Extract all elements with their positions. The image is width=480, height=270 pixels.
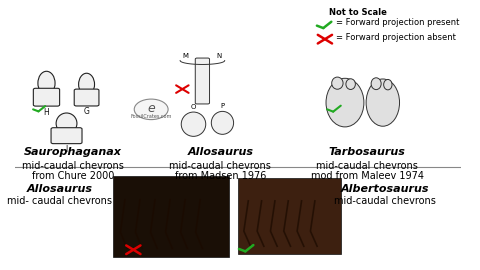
Text: mid-caudal chevrons: mid-caudal chevrons bbox=[334, 196, 436, 206]
Text: Allosaurus: Allosaurus bbox=[27, 184, 93, 194]
Text: mid- caudal chevrons: mid- caudal chevrons bbox=[7, 196, 112, 206]
Ellipse shape bbox=[326, 78, 364, 127]
FancyBboxPatch shape bbox=[195, 58, 210, 104]
Text: Allosaurus: Allosaurus bbox=[187, 147, 253, 157]
Ellipse shape bbox=[346, 79, 355, 89]
Text: = Forward projection absent: = Forward projection absent bbox=[336, 33, 456, 42]
Text: mid-caudal chevrons: mid-caudal chevrons bbox=[169, 161, 271, 171]
Circle shape bbox=[134, 99, 168, 120]
Ellipse shape bbox=[384, 79, 392, 90]
Ellipse shape bbox=[332, 77, 343, 89]
Text: G: G bbox=[84, 107, 89, 116]
Text: Saurophaganax: Saurophaganax bbox=[24, 147, 122, 157]
Ellipse shape bbox=[371, 78, 381, 90]
Text: e: e bbox=[147, 102, 155, 114]
Text: I: I bbox=[65, 145, 68, 154]
Ellipse shape bbox=[56, 113, 77, 134]
FancyBboxPatch shape bbox=[33, 88, 60, 106]
Text: H: H bbox=[44, 108, 49, 117]
Text: from Madsen 1976: from Madsen 1976 bbox=[175, 171, 266, 181]
Text: N: N bbox=[216, 53, 222, 59]
Ellipse shape bbox=[79, 73, 95, 96]
Ellipse shape bbox=[211, 111, 234, 134]
Text: from Chure 2000: from Chure 2000 bbox=[32, 171, 114, 181]
Text: P: P bbox=[220, 103, 225, 109]
Text: FossilCrates.com: FossilCrates.com bbox=[131, 114, 172, 119]
FancyBboxPatch shape bbox=[74, 89, 99, 106]
Ellipse shape bbox=[366, 79, 399, 126]
Text: Not to Scale: Not to Scale bbox=[329, 8, 387, 17]
Text: mid-caudal chevrons: mid-caudal chevrons bbox=[316, 161, 418, 171]
Ellipse shape bbox=[181, 112, 206, 136]
FancyBboxPatch shape bbox=[113, 176, 229, 256]
Text: Albertosaurus: Albertosaurus bbox=[341, 184, 429, 194]
Text: mid-caudal chevrons: mid-caudal chevrons bbox=[22, 161, 124, 171]
FancyBboxPatch shape bbox=[238, 178, 340, 254]
Text: M: M bbox=[182, 53, 189, 59]
Text: O: O bbox=[191, 104, 196, 110]
FancyBboxPatch shape bbox=[51, 128, 82, 144]
Ellipse shape bbox=[38, 71, 55, 95]
Text: = Forward projection present: = Forward projection present bbox=[336, 18, 459, 28]
Text: Tarbosaurus: Tarbosaurus bbox=[329, 147, 406, 157]
Text: mod from Maleev 1974: mod from Maleev 1974 bbox=[311, 171, 424, 181]
